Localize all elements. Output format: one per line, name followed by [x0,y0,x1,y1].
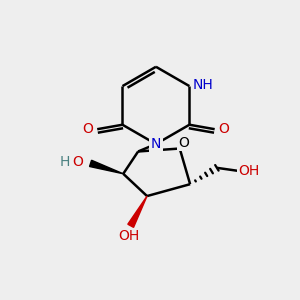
Polygon shape [90,160,123,174]
Text: O: O [72,155,83,169]
Text: N: N [151,137,161,151]
Text: O: O [219,122,230,136]
Text: O: O [179,136,190,150]
Text: OH: OH [238,164,260,178]
Text: OH: OH [118,229,140,243]
Text: O: O [82,122,93,136]
Text: NH: NH [192,78,213,92]
Polygon shape [128,196,147,227]
Text: H: H [60,155,70,169]
